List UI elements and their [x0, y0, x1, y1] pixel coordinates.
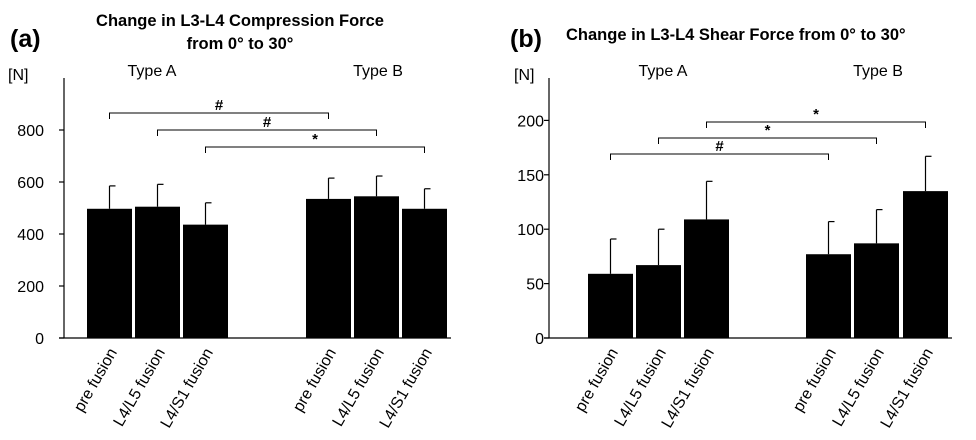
panel-b: (b) Change in L3-L4 Shear Force from 0° t…	[510, 25, 952, 431]
y-tick-label: 150	[517, 168, 544, 185]
category-label: pre fusion	[290, 346, 340, 415]
bar	[354, 196, 399, 338]
bar	[903, 191, 948, 338]
bar	[183, 224, 228, 338]
significance-marker: *	[312, 131, 318, 148]
y-tick-label: 0	[535, 331, 544, 348]
category-label: L4/S1 fusion	[377, 346, 436, 432]
category-label: L4/S1 fusion	[878, 346, 937, 432]
category-label: pre fusion	[790, 346, 840, 415]
significance-bracket	[205, 146, 425, 153]
significance-bracket	[658, 137, 877, 144]
panel-a: (a) Change in L3-L4 Compression Force from…	[8, 12, 451, 431]
group-label: Type A	[639, 63, 688, 80]
group-label: Type B	[853, 63, 903, 80]
category-label: pre fusion	[71, 346, 121, 415]
significance-bracket	[610, 153, 829, 160]
y-tick-label: 800	[17, 123, 44, 140]
panel-label: (b)	[510, 25, 542, 53]
significance-bracket	[706, 121, 926, 128]
category-label: pre fusion	[572, 346, 622, 415]
y-tick-label: 0	[35, 331, 44, 348]
y-tick-label: 200	[517, 113, 544, 130]
group-label: Type B	[353, 63, 403, 80]
chart-title: from 0° to 30°	[187, 35, 294, 53]
significance-marker: #	[263, 114, 272, 131]
category-label: L4/S1 fusion	[158, 346, 217, 432]
y-tick-label: 200	[17, 279, 44, 296]
group-label: Type A	[128, 63, 177, 80]
category-label: L4/L5 fusion	[830, 346, 888, 430]
panel-label: (a)	[10, 25, 41, 53]
y-tick-label: 100	[517, 222, 544, 239]
bar	[588, 273, 633, 338]
y-unit-label: [N]	[514, 67, 534, 84]
y-unit-label: [N]	[8, 67, 28, 84]
bar	[87, 208, 132, 338]
bar	[636, 265, 681, 338]
bar	[306, 198, 351, 338]
y-tick-label: 600	[17, 175, 44, 192]
y-tick-label: 50	[526, 277, 544, 294]
significance-marker: #	[715, 138, 724, 155]
bar	[806, 254, 851, 338]
bar	[854, 243, 899, 338]
bar	[684, 219, 729, 338]
chart-title: Change in L3-L4 Shear Force from 0° to 3…	[566, 26, 906, 44]
category-label: L4/S1 fusion	[659, 346, 718, 432]
significance-bracket	[157, 129, 377, 136]
significance-marker: *	[813, 106, 819, 123]
chart-title: Change in L3-L4 Compression Force	[96, 12, 384, 30]
significance-marker: *	[765, 122, 771, 139]
y-tick-label: 400	[17, 227, 44, 244]
bar	[135, 206, 180, 338]
bar	[402, 208, 447, 338]
significance-bracket	[109, 112, 329, 119]
significance-marker: #	[215, 97, 224, 114]
